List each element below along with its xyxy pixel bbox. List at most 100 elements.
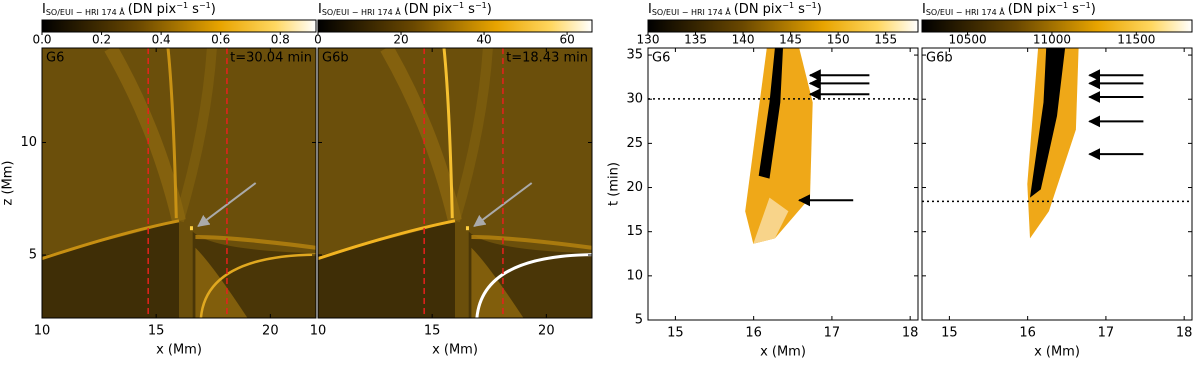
- colorbar: [317, 19, 593, 33]
- y-axis-label: t (min): [607, 162, 622, 206]
- colorbar-tick-label: 0.8: [271, 33, 290, 47]
- image-band: [1027, 48, 1079, 239]
- y-tick-label: 10: [626, 268, 643, 283]
- colorbar-label-part: ): [487, 2, 492, 17]
- colorbar-label-part: SO/EUI − HRI 174 Å: [46, 6, 125, 17]
- panel-label: G6: [46, 51, 64, 66]
- colorbar-label-part: SO/EUI − HRI 174 Å: [926, 6, 1005, 17]
- x-tick-label: 10: [310, 324, 327, 339]
- colorbar-tick-label: 0.2: [92, 33, 111, 47]
- colorbar-tick-label: 10500: [948, 33, 986, 47]
- image-loop: [318, 219, 456, 261]
- image-fan: [471, 247, 524, 318]
- panel-label: G6: [652, 51, 670, 66]
- colorbar-label-part: (DN pix: [404, 2, 453, 17]
- panel-image: [648, 48, 918, 320]
- colorbar-label-part: s: [1068, 2, 1079, 17]
- colorbar-label-part: (DN pix: [128, 2, 177, 17]
- colorbar-tick-label: 150: [827, 33, 850, 47]
- panel-image: [318, 48, 592, 318]
- y-tick-label: 5: [29, 248, 37, 263]
- image-band: [745, 48, 813, 244]
- colorbar-label-part: s: [188, 2, 199, 17]
- y-tick-label: 10: [20, 135, 37, 150]
- colorbar-label-part: I: [42, 2, 46, 17]
- y-tick-label: 15: [626, 224, 643, 239]
- plot-frame: [41, 47, 317, 319]
- colorbar-tick-label: 40: [476, 33, 491, 47]
- colorbar-label: ISO/EUI − HRI 174 Å (DN pix−1 s−1): [648, 1, 822, 17]
- colorbar-tick-label: 0.0: [32, 33, 51, 47]
- x-tick-label: 20: [262, 324, 279, 339]
- panel-label: G6b: [926, 51, 953, 66]
- colorbar-label-part: ): [817, 2, 822, 17]
- colorbar-label-part: ): [1091, 2, 1096, 17]
- colorbar-label-part: −1: [199, 1, 211, 10]
- image-core: [758, 48, 783, 179]
- plot-frame: [647, 47, 919, 321]
- panel-image: [922, 48, 1192, 320]
- colorbar-tick-label: 0.4: [152, 33, 171, 47]
- x-axis-label: x (Mm): [432, 343, 478, 358]
- image-core: [1030, 48, 1066, 198]
- colorbar-label-part: −1: [1079, 1, 1091, 10]
- y-tick-label: 25: [626, 136, 643, 151]
- x-tick-label: 17: [824, 326, 841, 341]
- colorbar-label-part: −1: [176, 1, 188, 10]
- colorbar-label-part: −1: [782, 1, 794, 10]
- colorbar-tick-label: 140: [732, 33, 755, 47]
- image-loop: [42, 219, 180, 261]
- image-loop: [475, 253, 592, 318]
- y-axis-label: z (Mm): [1, 161, 16, 206]
- colorbar-label-part: −1: [475, 1, 487, 10]
- image-fan: [450, 48, 493, 223]
- image-loop: [166, 48, 178, 219]
- image-loop: [195, 235, 316, 250]
- x-tick-label: 16: [745, 326, 762, 341]
- colorbar-label-part: s: [464, 2, 475, 17]
- image-bright-spot: [465, 226, 469, 231]
- colorbar-tick-label: 155: [874, 33, 897, 47]
- image-fan: [104, 48, 186, 223]
- colorbar: [647, 19, 919, 33]
- x-tick-label: 18: [902, 326, 919, 341]
- arrow: [197, 182, 257, 227]
- colorbar: [41, 19, 317, 33]
- x-tick-label: 15: [667, 326, 684, 341]
- colorbar-label: ISO/EUI − HRI 174 Å (DN pix−1 s−1): [922, 1, 1096, 17]
- colorbar-label-part: (DN pix: [734, 2, 783, 17]
- y-tick-label: 20: [626, 180, 643, 195]
- colorbar-tick-label: 11500: [1117, 33, 1155, 47]
- panel-label: G6b: [322, 51, 349, 66]
- colorbar-label: ISO/EUI − HRI 174 Å (DN pix−1 s−1): [42, 1, 216, 17]
- colorbar-tick-label: 20: [393, 33, 408, 47]
- x-tick-label: 15: [424, 324, 441, 339]
- colorbar-label-part: SO/EUI − HRI 174 Å: [322, 6, 401, 17]
- colorbar-tick-label: 0.6: [211, 33, 230, 47]
- colorbar: [921, 19, 1193, 33]
- colorbar-tick-label: 130: [637, 33, 660, 47]
- colorbar-label-part: −1: [805, 1, 817, 10]
- colorbar-label-part: −1: [452, 1, 464, 10]
- image-fan: [195, 247, 248, 318]
- image-dark-region: [318, 220, 455, 318]
- panel-image: [42, 48, 316, 318]
- y-tick-label: 5: [635, 313, 643, 328]
- image-loop: [199, 253, 316, 318]
- colorbar-label-part: ): [211, 2, 216, 17]
- image-bright-spot: [189, 226, 193, 231]
- colorbar-tick-label: 60: [559, 33, 574, 47]
- x-tick-label: 16: [1019, 326, 1036, 341]
- image-loop: [442, 48, 454, 219]
- colorbar-label-part: s: [794, 2, 805, 17]
- y-tick-label: 30: [626, 92, 643, 107]
- image-band: [753, 197, 789, 244]
- time-label: t=30.04 min: [230, 51, 312, 66]
- x-tick-label: 10: [34, 324, 51, 339]
- colorbar-tick-label: 11000: [1033, 33, 1071, 47]
- plot-frame: [317, 47, 593, 319]
- x-tick-label: 18: [1176, 326, 1193, 341]
- colorbar-label: ISO/EUI − HRI 174 Å (DN pix−1 s−1): [318, 1, 492, 17]
- colorbar-label-part: (DN pix: [1008, 2, 1057, 17]
